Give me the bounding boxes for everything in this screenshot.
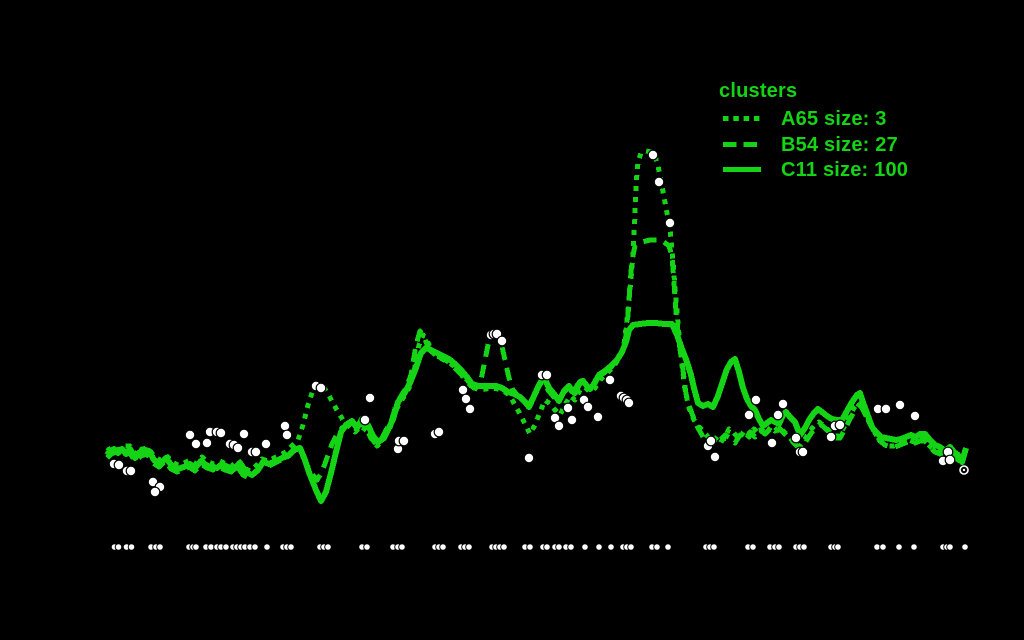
svg-text:C11 size: 100: C11 size: 100 bbox=[781, 159, 908, 181]
svg-text:A65 size: 3: A65 size: 3 bbox=[781, 108, 887, 130]
svg-text:B54 size: 27: B54 size: 27 bbox=[781, 134, 898, 156]
svg-text:clusters: clusters bbox=[719, 80, 797, 102]
